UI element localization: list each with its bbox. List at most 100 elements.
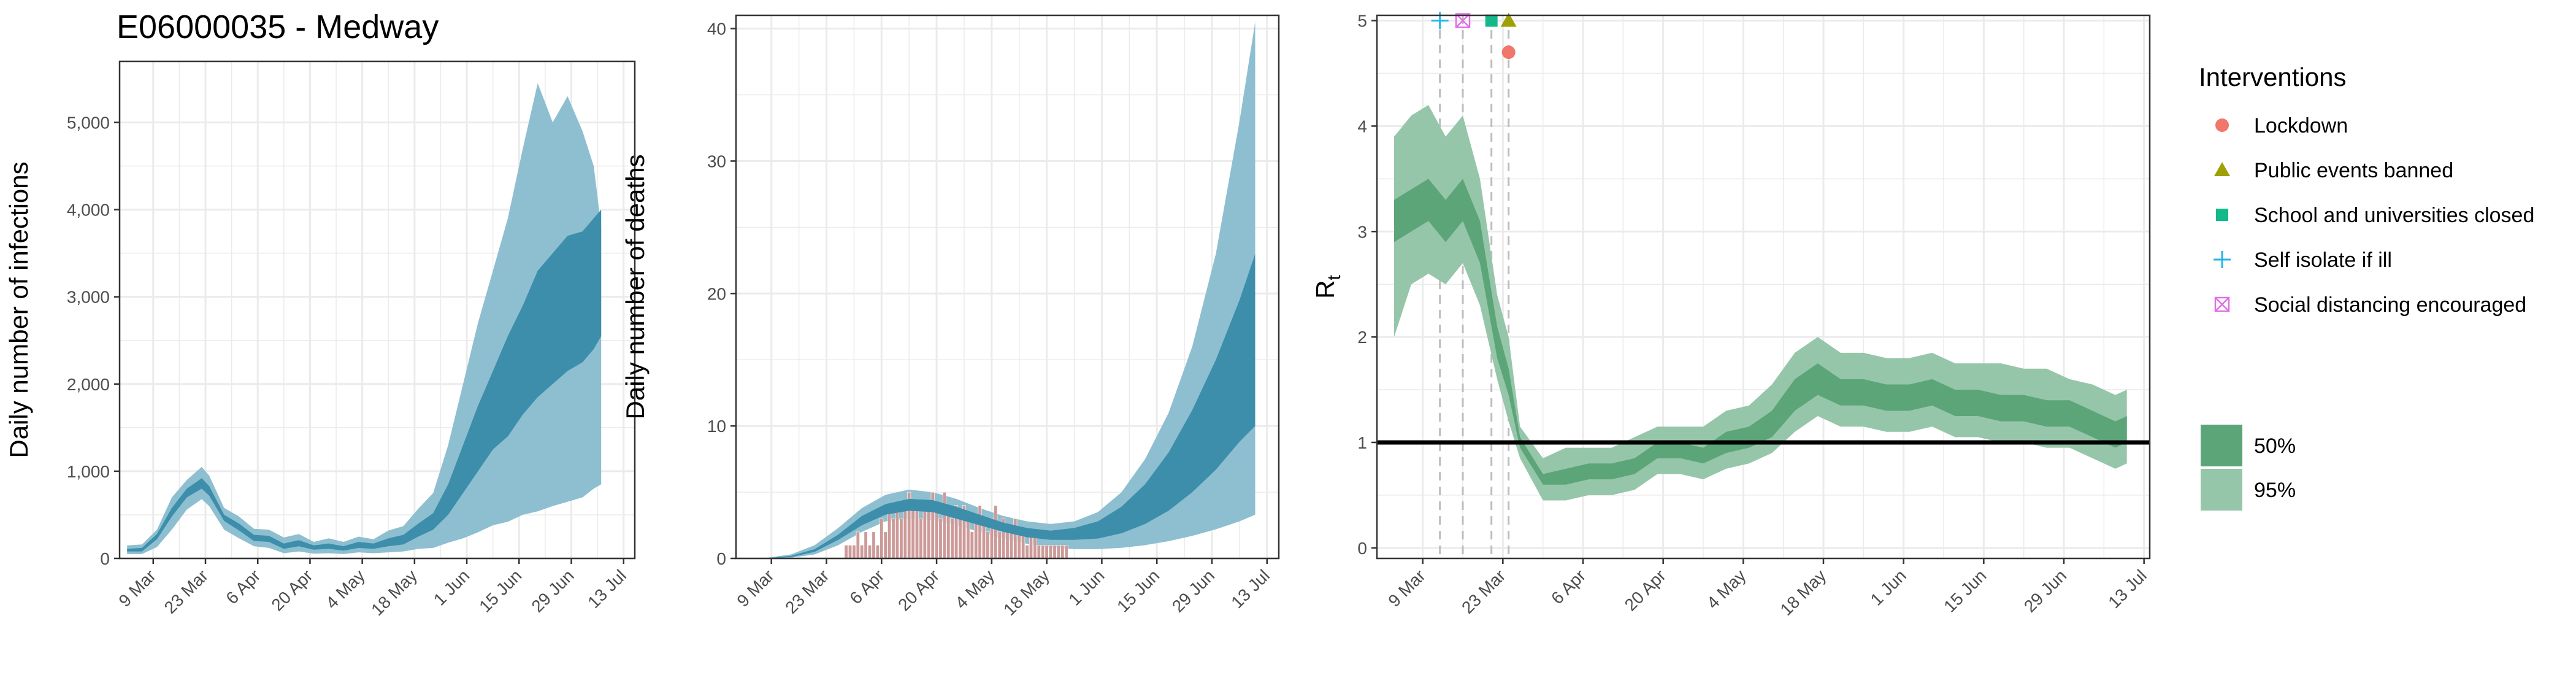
infections-panel: 0 1,000 2,000 3,000 4,000 5,000 9 Mar 23 Mar 6 A… xyxy=(4,60,636,619)
legend-item-label: School and universities closed xyxy=(2254,204,2534,227)
observed-deaths-bar xyxy=(875,545,880,559)
infections-x-tick-label: 20 Apr xyxy=(268,566,316,614)
legend-item: Public events banned xyxy=(2214,159,2453,182)
observed-deaths-bar xyxy=(997,531,1002,559)
deaths-x-tick-label: 13 Jul xyxy=(1227,566,1273,612)
infections-panel-border xyxy=(118,60,636,560)
observed-deaths-bar xyxy=(848,545,853,559)
observed-deaths-bar xyxy=(970,531,974,559)
rt-x-tick-label: 4 May xyxy=(1703,566,1750,612)
legend-plus-icon xyxy=(2214,251,2231,268)
legend-item-label: Social distancing encouraged xyxy=(2254,293,2526,317)
observed-deaths-bar xyxy=(883,531,887,559)
observed-deaths-bar xyxy=(903,505,907,559)
observed-deaths-bar xyxy=(1049,545,1053,559)
rt-x-tick-label: 18 May xyxy=(1776,566,1830,619)
rt-50-band xyxy=(1394,179,2127,485)
observed-deaths-bar xyxy=(919,518,923,559)
observed-deaths-bar xyxy=(966,518,970,559)
rt-y-tick-label: 5 xyxy=(1357,12,1367,31)
legend-item: Self isolate if ill xyxy=(2214,249,2392,272)
rt-y-tick-label: 4 xyxy=(1357,117,1367,136)
observed-deaths-bar xyxy=(1056,545,1060,559)
infections-x-tick-label: 13 Jul xyxy=(584,566,630,612)
deaths-y-tick-label: 40 xyxy=(707,20,726,39)
observed-deaths-bar xyxy=(1060,545,1065,559)
infections-y-tick-label: 0 xyxy=(100,549,110,568)
legend-item: Social distancing encouraged xyxy=(2214,293,2526,317)
deaths-y-axis-title: Daily number of deaths xyxy=(621,155,650,420)
infections-y-tick-label: 3,000 xyxy=(67,288,110,307)
observed-deaths-bar xyxy=(938,518,943,559)
observed-deaths-bar xyxy=(927,505,931,559)
legend-item-label: Public events banned xyxy=(2254,159,2453,182)
observed-deaths-bar xyxy=(872,531,876,559)
rt-x-tick-label: 13 Jul xyxy=(2104,566,2150,612)
infections-50-band xyxy=(127,209,602,552)
infections-y-axis-title: Daily number of infections xyxy=(4,161,33,458)
deaths-y-tick-label: 20 xyxy=(707,284,726,303)
observed-deaths-bar xyxy=(942,492,946,559)
rt-y-tick-label: 0 xyxy=(1357,539,1367,558)
legend-item: School and universities closed xyxy=(2216,204,2534,227)
deaths-x-tick-label: 29 Jun xyxy=(1168,566,1218,615)
deaths-x-tick-label: 18 May xyxy=(1000,566,1053,619)
intervention-marker xyxy=(1501,45,1516,60)
legend-band-label: 95% xyxy=(2254,479,2296,502)
observed-deaths-bar xyxy=(922,505,927,559)
rt-x-tick-label: 29 Jun xyxy=(2020,566,2070,615)
legend-band-item: 50% xyxy=(2201,425,2296,466)
deaths-x-tick-label: 1 Jun xyxy=(1065,566,1108,609)
observed-deaths-bar xyxy=(1009,531,1013,559)
legend-item: Lockdown xyxy=(2215,114,2348,137)
legend-band-swatch xyxy=(2201,425,2242,466)
observed-deaths-bar xyxy=(1041,545,1045,559)
legend-interventions-title: Interventions xyxy=(2199,63,2346,91)
observed-deaths-bar xyxy=(891,518,895,559)
intervention-marker xyxy=(1455,13,1471,28)
rt-y-axis-subscript: t xyxy=(1324,275,1344,280)
observed-deaths-bar xyxy=(1037,545,1041,559)
legend-item-label: Self isolate if ill xyxy=(2254,249,2392,272)
rt-y-tick-label: 3 xyxy=(1357,222,1367,241)
infections-x-tick-label: 9 Mar xyxy=(115,566,159,611)
observed-deaths-bar xyxy=(899,518,903,559)
page-title: E06000035 - Medway xyxy=(117,9,439,45)
observed-deaths-bar xyxy=(1052,545,1057,559)
infections-x-tick-label: 1 Jun xyxy=(430,566,473,609)
observed-deaths-bar xyxy=(911,505,915,559)
deaths-x-tick-label: 15 Jun xyxy=(1113,566,1163,615)
observed-deaths-bar xyxy=(1017,531,1021,559)
deaths-x-tick-label: 4 May xyxy=(951,566,998,612)
observed-deaths-bar xyxy=(895,505,899,559)
observed-deaths-bar xyxy=(864,531,868,559)
observed-deaths-bar xyxy=(974,518,978,559)
legend-circle-icon xyxy=(2215,118,2229,132)
infections-x-tick-label: 15 Jun xyxy=(475,566,525,615)
observed-deaths-bar xyxy=(1045,545,1049,559)
deaths-x-tick-label: 20 Apr xyxy=(894,566,943,614)
observed-deaths-bar xyxy=(860,545,864,559)
observed-deaths-bar xyxy=(986,531,990,559)
legend-triangle-icon xyxy=(2214,162,2230,176)
observed-deaths-bar xyxy=(950,518,954,559)
rt-x-tick-label: 9 Mar xyxy=(1384,566,1429,611)
observed-deaths-bar xyxy=(1013,518,1018,559)
infections-x-tick-label: 6 Apr xyxy=(222,566,264,608)
intervention-marker xyxy=(1485,14,1498,27)
deaths-95-band xyxy=(743,21,1255,559)
observed-deaths-bar xyxy=(844,545,848,559)
observed-deaths-bar xyxy=(1005,531,1010,559)
rt-panel: 0 1 2 3 4 5 9 Mar 23 Mar 6 Apr 20 Apr 4 May 18 May 1… xyxy=(1311,12,2151,619)
infections-x-tick-label: 18 May xyxy=(367,566,421,619)
infections-x-tick-label: 29 Jun xyxy=(527,566,577,615)
observed-deaths-bar xyxy=(915,505,919,559)
rt-x-tick-label: 15 Jun xyxy=(1940,566,1990,615)
deaths-panel-border xyxy=(735,14,1280,560)
rt-y-tick-label: 1 xyxy=(1357,433,1367,452)
observed-deaths-bar xyxy=(978,505,982,559)
rt-y-tick-label: 2 xyxy=(1357,328,1367,347)
rt-y-axis-title: Rt xyxy=(1311,275,1344,299)
legend-item-label: Lockdown xyxy=(2254,114,2348,137)
legend-band-item: 95% xyxy=(2201,469,2296,511)
